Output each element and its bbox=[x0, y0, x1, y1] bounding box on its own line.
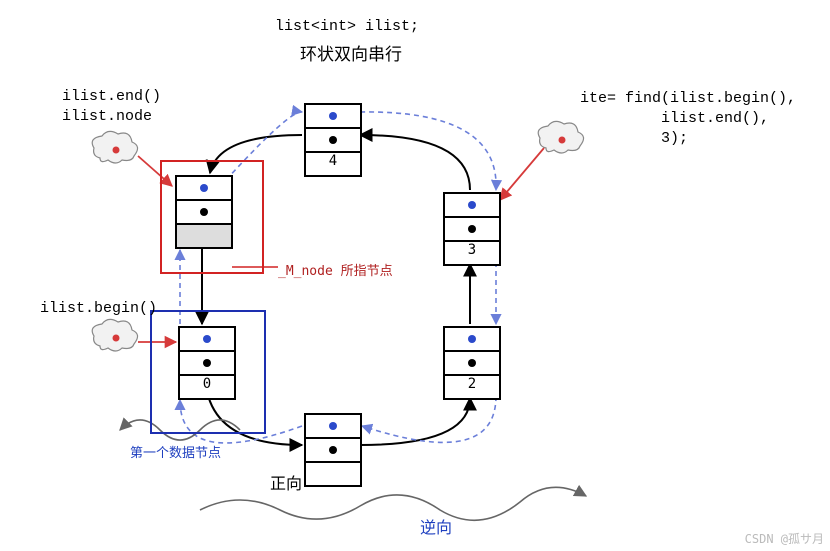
label-begin: ilist.begin() bbox=[40, 300, 157, 317]
title-code: list<int> ilist; bbox=[275, 18, 419, 35]
node-label: 0 bbox=[180, 376, 234, 398]
dot-next-icon bbox=[200, 208, 208, 216]
label-mnode: _M_node 所指节点 bbox=[278, 260, 393, 279]
leader-line bbox=[232, 260, 280, 274]
dot-prev-icon bbox=[468, 201, 476, 209]
dot-icon bbox=[113, 147, 120, 154]
title-cn: 环状双向串行 bbox=[300, 40, 402, 65]
dot-icon bbox=[113, 335, 120, 342]
dot-prev-icon bbox=[329, 422, 337, 430]
node-end bbox=[175, 175, 233, 249]
dot-prev-icon bbox=[200, 184, 208, 192]
label-ite-3: 3); bbox=[580, 130, 688, 147]
watermark: CSDN @孤サ月 bbox=[745, 530, 824, 547]
dot-prev-icon bbox=[329, 112, 337, 120]
node-label: 4 bbox=[306, 153, 360, 175]
label-bwd: 逆向 bbox=[420, 514, 452, 538]
dot-icon bbox=[559, 137, 566, 144]
dot-next-icon bbox=[468, 225, 476, 233]
diagram-edges bbox=[0, 0, 830, 551]
dot-next-icon bbox=[329, 136, 337, 144]
label-node: ilist.node bbox=[62, 108, 152, 125]
label-first: 第一个数据节点 bbox=[130, 442, 221, 461]
label-ite-1: ite= find(ilist.begin(), bbox=[580, 90, 796, 107]
dot-next-icon bbox=[203, 359, 211, 367]
node-0: 0 bbox=[178, 326, 236, 400]
dot-next-icon bbox=[468, 359, 476, 367]
dot-next-icon bbox=[329, 446, 337, 454]
label-fwd: 正向 bbox=[270, 470, 302, 494]
node-label: 3 bbox=[445, 242, 499, 264]
node-4: 4 bbox=[304, 103, 362, 177]
dot-prev-icon bbox=[468, 335, 476, 343]
dot-prev-icon bbox=[203, 335, 211, 343]
node-label: 2 bbox=[445, 376, 499, 398]
node-2: 2 bbox=[443, 326, 501, 400]
label-ite-2: ilist.end(), bbox=[580, 110, 769, 127]
node-3: 3 bbox=[443, 192, 501, 266]
label-end: ilist.end() bbox=[62, 88, 161, 105]
node-1 bbox=[304, 413, 362, 487]
